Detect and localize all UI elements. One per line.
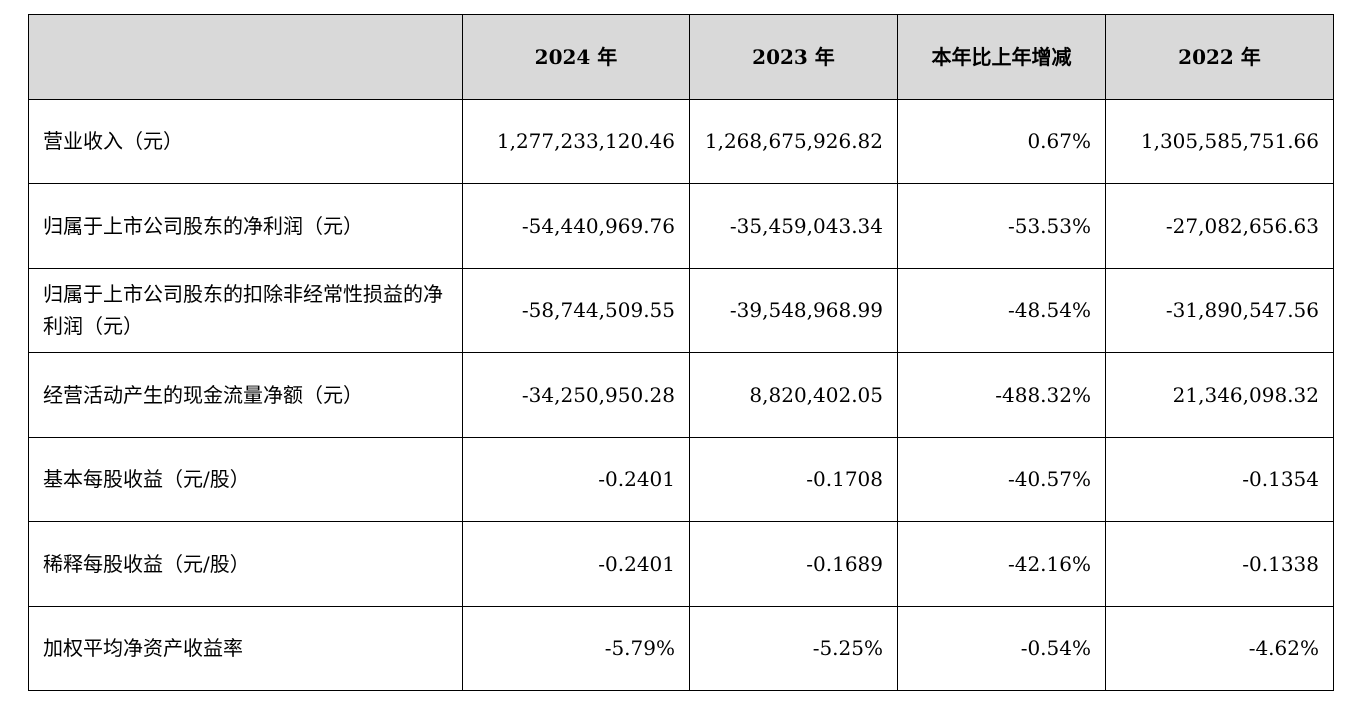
header-cell-change: 本年比上年增减 — [897, 14, 1106, 100]
table-body: 营业收入（元） 1,277,233,120.46 1,268,675,926.8… — [28, 98, 1334, 691]
table-row: 经营活动产生的现金流量净额（元） -34,250,950.28 8,820,40… — [28, 352, 1334, 438]
table-row: 营业收入（元） 1,277,233,120.46 1,268,675,926.8… — [28, 98, 1334, 184]
row-label: 归属于上市公司股东的净利润（元） — [28, 183, 463, 269]
row-label: 基本每股收益（元/股） — [28, 436, 463, 522]
table-row: 归属于上市公司股东的扣除非经常性损益的净利润（元） -58,744,509.55… — [28, 267, 1334, 353]
table-row: 加权平均净资产收益率 -5.79% -5.25% -0.54% -4.62% — [28, 605, 1334, 691]
row-label: 加权平均净资产收益率 — [28, 605, 463, 691]
cell-change: 0.67% — [897, 98, 1106, 184]
cell-change: -0.54% — [897, 605, 1106, 691]
cell-2023: -0.1689 — [689, 521, 898, 607]
cell-2022: -4.62% — [1105, 605, 1334, 691]
cell-change: -488.32% — [897, 352, 1106, 438]
table-row: 归属于上市公司股东的净利润（元） -54,440,969.76 -35,459,… — [28, 183, 1334, 269]
cell-2022: -27,082,656.63 — [1105, 183, 1334, 269]
header-row: 2024 年 2023 年 本年比上年增减 2022 年 — [28, 14, 1334, 100]
table-row: 基本每股收益（元/股） -0.2401 -0.1708 -40.57% -0.1… — [28, 436, 1334, 522]
cell-2022: 1,305,585,751.66 — [1105, 98, 1334, 184]
cell-change: -48.54% — [897, 267, 1106, 353]
cell-2023: 1,268,675,926.82 — [689, 98, 898, 184]
cell-2023: -5.25% — [689, 605, 898, 691]
cell-2023: -35,459,043.34 — [689, 183, 898, 269]
cell-2024: -58,744,509.55 — [462, 267, 690, 353]
cell-change: -42.16% — [897, 521, 1106, 607]
table-row: 稀释每股收益（元/股） -0.2401 -0.1689 -42.16% -0.1… — [28, 521, 1334, 607]
cell-2023: -0.1708 — [689, 436, 898, 522]
cell-2024: 1,277,233,120.46 — [462, 98, 690, 184]
header-cell-2024: 2024 年 — [462, 14, 690, 100]
header-cell-2022: 2022 年 — [1105, 14, 1334, 100]
cell-change: -53.53% — [897, 183, 1106, 269]
row-label: 经营活动产生的现金流量净额（元） — [28, 352, 463, 438]
row-label: 稀释每股收益（元/股） — [28, 521, 463, 607]
header-cell-label — [28, 14, 463, 100]
cell-2024: -54,440,969.76 — [462, 183, 690, 269]
financial-summary-table: 2024 年 2023 年 本年比上年增减 2022 年 营业收入（元） 1,2… — [28, 14, 1334, 691]
cell-2022: 21,346,098.32 — [1105, 352, 1334, 438]
cell-2022: -0.1354 — [1105, 436, 1334, 522]
row-label: 营业收入（元） — [28, 98, 463, 184]
cell-2022: -0.1338 — [1105, 521, 1334, 607]
cell-change: -40.57% — [897, 436, 1106, 522]
header-cell-2023: 2023 年 — [689, 14, 898, 100]
cell-2024: -0.2401 — [462, 436, 690, 522]
cell-2023: -39,548,968.99 — [689, 267, 898, 353]
cell-2022: -31,890,547.56 — [1105, 267, 1334, 353]
row-label: 归属于上市公司股东的扣除非经常性损益的净利润（元） — [28, 267, 463, 353]
table-header: 2024 年 2023 年 本年比上年增减 2022 年 — [28, 14, 1334, 100]
cell-2024: -34,250,950.28 — [462, 352, 690, 438]
cell-2024: -5.79% — [462, 605, 690, 691]
cell-2023: 8,820,402.05 — [689, 352, 898, 438]
cell-2024: -0.2401 — [462, 521, 690, 607]
